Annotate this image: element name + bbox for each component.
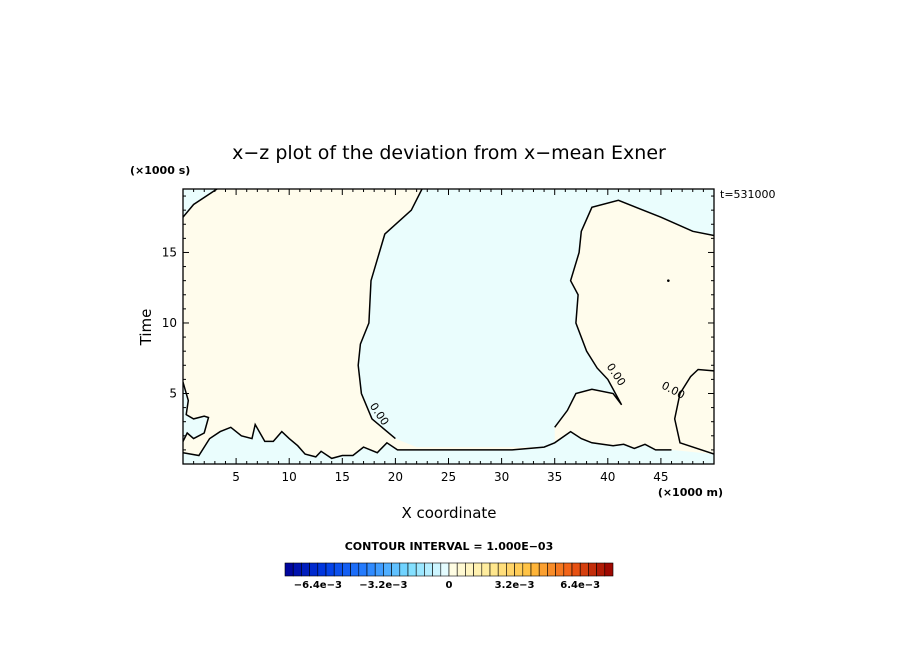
colorbar-cell [374,562,384,577]
positive-region-right-lobe [674,369,714,455]
colorbar-cell [407,562,417,577]
y-tick-label: 5 [169,386,177,400]
colorbar-tick-label: −6.4e−3 [294,580,342,591]
x-tick-label: 45 [653,470,668,484]
x-tick-label: 20 [388,470,403,484]
colorbar-cell [579,562,589,577]
colorbar-cell [317,562,327,577]
colorbar-cell [547,562,556,577]
colorbar-cell [391,562,401,577]
colorbar-cell [506,562,515,577]
colorbar-tick-label: 0 [446,580,453,591]
x-unit-label: (×1000 m) [658,486,723,499]
colorbar-cell [301,562,310,577]
colorbar-tick-label: −3.2e−3 [359,580,407,591]
x-tick-label: 40 [600,470,615,484]
x-tick-label: 30 [494,470,509,484]
y-tick-label: 10 [162,316,177,330]
colorbar-cell [383,562,392,577]
colorbar-cell [571,562,581,577]
zero-contour-main-boundary-right [554,199,714,428]
x-tick-label: 35 [547,470,562,484]
colorbar-cell [473,562,483,577]
negative-region-top-left [183,189,217,218]
colorbar-cell [292,562,302,577]
contour-dot [667,279,670,282]
colorbar-cell [604,562,614,577]
colorbar-cell [358,562,368,577]
colorbar-cell [555,562,565,577]
zero-contour-left-edge-lobe [183,381,210,442]
x-tick-label: 15 [335,470,350,484]
colorbar-cell [465,562,474,577]
y-axis-label: Time [137,309,155,347]
colorbar-tick-label: 3.2e−3 [495,580,535,591]
colorbar-cell [415,562,425,577]
negative-region-left-lobe [183,382,209,442]
colorbar-cell [342,562,351,577]
chart-title: x−z plot of the deviation from x−mean Ex… [232,142,666,164]
colorbar-cell [448,562,458,577]
zero-contour-main-boundary-left [357,189,423,440]
colorbar-cell [514,562,524,577]
colorbar-cell [309,562,319,577]
colorbar-cell [456,562,466,577]
colorbar-cell [333,562,343,577]
time-stamp: t=531000 [720,188,776,201]
colorbar-tick-labels: −6.4e−3 −3.2e−3 0 3.2e−3 6.4e−3 [294,580,600,591]
colorbar-cell [563,562,573,577]
colorbar-tick-label: 6.4e−3 [560,580,600,591]
zero-contour-bottom-band [183,422,672,460]
colorbar-cell [399,562,409,577]
colorbar-cell [497,562,507,577]
contour-interval-text: CONTOUR INTERVAL = 1.000E−03 [345,540,554,553]
colorbar-cell [424,562,433,577]
colorbar-cell [522,562,532,577]
colorbar-cell [530,562,540,577]
negative-region-bottom [183,424,714,464]
x-axis-label: X coordinate [401,504,496,522]
zero-contour-right-inner-top [673,368,714,455]
colorbar-cell [489,562,499,577]
colorbar-cell [440,562,450,577]
y-tick-label: 15 [162,245,177,259]
zero-contour-top-left-corner [183,189,218,218]
y-unit-label: (×1000 s) [130,164,190,177]
colorbar [284,562,614,577]
x-tick-label: 5 [232,470,240,484]
colorbar-cell [432,562,442,577]
colorbar-cell [588,562,597,577]
colorbar-cell [284,562,294,577]
colorbar-cell [596,562,606,577]
colorbar-cell [481,562,491,577]
x-tick-label: 10 [282,470,297,484]
x-tick-label: 25 [441,470,456,484]
negative-region [358,189,714,448]
colorbar-cell [350,562,360,577]
colorbar-cell [538,562,548,577]
colorbar-cell [366,562,376,577]
colorbar-cell [325,562,335,577]
